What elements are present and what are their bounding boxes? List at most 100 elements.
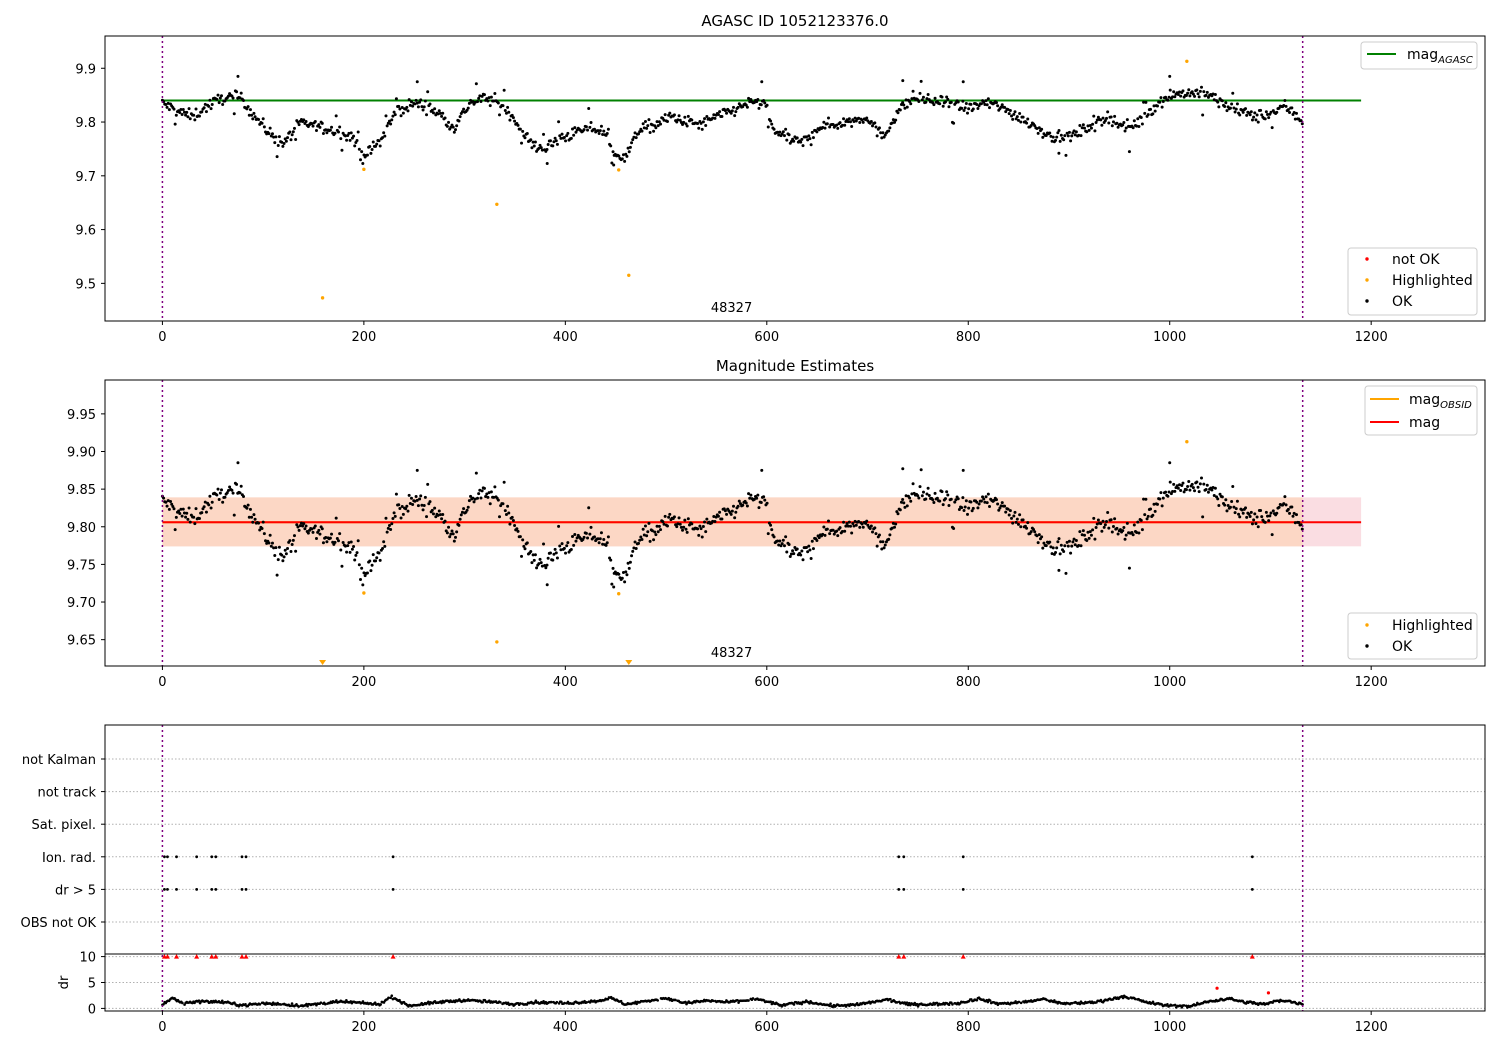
- ok-point: [672, 515, 676, 519]
- ok-point: [209, 506, 213, 510]
- ok-point: [596, 129, 600, 133]
- obsid-annotation: 48327: [711, 301, 752, 316]
- ok-point: [1037, 126, 1041, 130]
- flag-point: [210, 888, 214, 891]
- ok-point: [883, 543, 887, 547]
- ok-point: [588, 125, 592, 129]
- ok-point: [231, 96, 235, 100]
- ok-point: [471, 100, 475, 104]
- dr-point: [711, 999, 715, 1003]
- ok-point: [570, 127, 574, 131]
- ok-point: [286, 547, 290, 551]
- ok-point: [209, 107, 213, 111]
- ok-point: [334, 516, 338, 520]
- ok-point: [1186, 484, 1190, 488]
- ok-point: [787, 543, 791, 547]
- ok-point: [292, 534, 296, 538]
- ok-point: [560, 542, 564, 546]
- ok-point: [1100, 529, 1104, 533]
- ok-point: [311, 530, 315, 534]
- dr-clipped-marker: [901, 954, 907, 959]
- ok-point: [1293, 521, 1297, 525]
- ok-point: [425, 515, 429, 519]
- ok-point: [1014, 117, 1018, 121]
- dr-point: [951, 1003, 954, 1006]
- ok-point: [339, 137, 343, 141]
- ok-point: [952, 121, 956, 125]
- dr-point: [306, 1004, 309, 1008]
- ok-point: [1266, 112, 1270, 116]
- ok-point: [513, 119, 517, 123]
- ok-point: [1181, 481, 1185, 485]
- ok-point: [911, 482, 915, 486]
- ok-point: [1233, 110, 1237, 114]
- ok-point: [1202, 90, 1206, 94]
- ok-point: [1044, 134, 1048, 138]
- dr-point: [1127, 997, 1130, 1000]
- ok-point: [275, 573, 279, 577]
- ok-point: [766, 532, 770, 536]
- dr-point: [481, 1001, 484, 1004]
- ok-point: [788, 555, 792, 559]
- ok-point: [624, 570, 628, 574]
- ok-point: [532, 558, 536, 562]
- ok-point: [324, 536, 328, 540]
- ok-point: [313, 119, 317, 123]
- ok-point: [503, 108, 507, 112]
- ok-point: [418, 497, 422, 501]
- dr-point: [975, 998, 979, 1002]
- ok-point: [696, 122, 700, 126]
- ok-point: [785, 138, 789, 142]
- ok-point: [253, 115, 257, 119]
- ok-point: [941, 503, 945, 507]
- ok-point: [392, 110, 396, 114]
- ok-point: [1184, 488, 1188, 492]
- ok-point: [423, 495, 427, 499]
- ok-point: [1042, 541, 1046, 545]
- ok-point: [406, 109, 410, 113]
- ok-point: [1067, 130, 1071, 134]
- ok-point: [584, 125, 588, 129]
- ok-point: [415, 498, 419, 502]
- ok-point: [634, 136, 638, 140]
- ok-point: [1116, 532, 1120, 536]
- ok-point: [1288, 110, 1292, 114]
- ok-point: [1290, 505, 1294, 509]
- ok-point: [605, 541, 609, 545]
- ok-point: [1247, 512, 1251, 516]
- ok-point: [1253, 512, 1257, 516]
- ok-point: [645, 126, 649, 130]
- ok-point: [485, 97, 489, 101]
- ok-point: [1211, 92, 1215, 96]
- ok-point: [844, 524, 848, 528]
- flag-point: [961, 888, 965, 891]
- ok-point: [1268, 514, 1272, 518]
- ok-point: [182, 110, 186, 114]
- ok-point: [289, 550, 293, 554]
- ok-point: [1107, 121, 1111, 125]
- dr-point: [736, 998, 739, 1002]
- ok-point: [299, 521, 303, 525]
- ok-point: [678, 118, 682, 122]
- ok-point: [1241, 511, 1245, 515]
- ok-point: [193, 522, 197, 526]
- ok-point: [1225, 109, 1229, 113]
- ok-point: [801, 144, 805, 148]
- ok-point: [270, 541, 274, 545]
- ok-point: [1269, 110, 1273, 114]
- ok-point: [1018, 513, 1022, 517]
- ok-point: [501, 502, 505, 506]
- ok-point: [835, 123, 839, 127]
- ok-point: [296, 120, 300, 124]
- ok-point: [849, 524, 853, 528]
- ok-point: [1067, 539, 1071, 543]
- ok-point: [686, 517, 690, 521]
- highlighted-point: [495, 640, 499, 644]
- plot-frame: [104, 724, 1486, 1012]
- ok-point: [281, 559, 285, 563]
- ok-point: [202, 505, 206, 509]
- legend-label: mag: [1409, 415, 1440, 431]
- ok-point: [789, 552, 793, 556]
- ok-point: [375, 142, 379, 146]
